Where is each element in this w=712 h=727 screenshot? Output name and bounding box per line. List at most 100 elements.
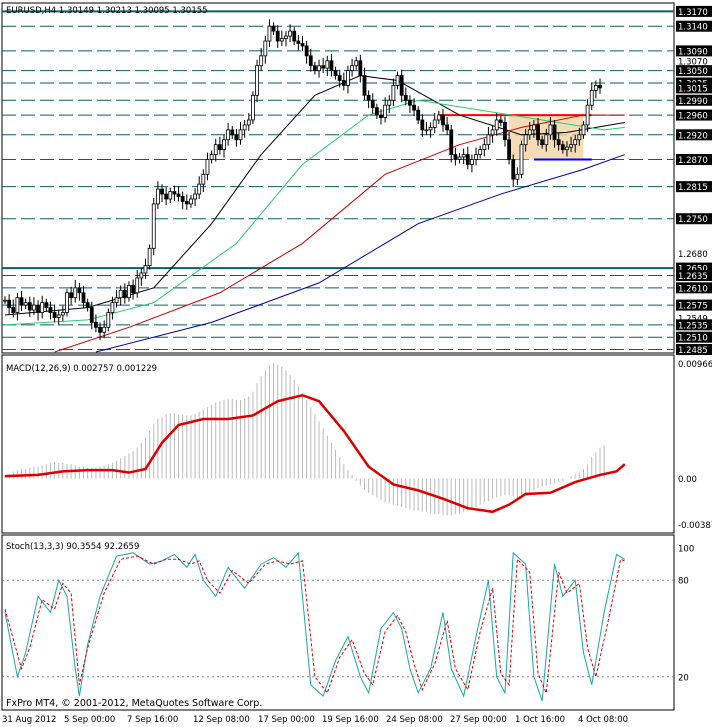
candle-body: [498, 119, 503, 123]
time-axis-label: 1 Oct 16:00: [515, 715, 565, 725]
candle-body: [370, 99, 375, 109]
moving-average-2: [4, 99, 625, 326]
price-label-box: [676, 20, 712, 32]
price-label: 1.2575: [678, 302, 708, 312]
candle-body: [98, 326, 102, 333]
candle-body: [89, 307, 94, 323]
candle-body: [556, 139, 561, 146]
stoch-tick-label: 100: [678, 545, 694, 555]
candle-body: [205, 159, 210, 175]
candle-body: [279, 38, 284, 42]
candle-body: [552, 124, 557, 141]
price-label-box: [676, 45, 712, 57]
time-axis-label: 17 Sep 00:00: [258, 715, 315, 725]
price-tick-label: 1.2680: [678, 250, 708, 260]
candle-body: [168, 191, 173, 200]
candle-body: [127, 284, 131, 299]
price-label: 1.2510: [678, 334, 708, 344]
candle-body: [222, 139, 226, 151]
candle-body: [296, 40, 301, 44]
candle-body: [242, 124, 247, 131]
candle-body: [540, 139, 545, 146]
macd-signal-line: [4, 393, 626, 514]
candle-body: [593, 85, 598, 91]
price-label-box: [676, 213, 712, 225]
candle-body: [424, 129, 429, 132]
candle-body: [114, 297, 119, 304]
candle-body: [271, 25, 276, 32]
candle-body: [36, 304, 40, 313]
candle-body: [560, 144, 565, 151]
candle-body: [416, 109, 421, 121]
price-panel-border: [1, 2, 675, 354]
candle-body: [7, 299, 12, 308]
price-label: 1.3050: [678, 67, 708, 77]
stoch-signal-line: [4, 555, 625, 695]
time-axis-label: 24 Sep 08:00: [386, 715, 443, 725]
candle-body: [362, 75, 367, 96]
price-label-box: [676, 269, 712, 281]
candle-body: [275, 30, 280, 42]
candle-body: [478, 149, 483, 155]
price-label-box: [676, 319, 712, 331]
candle-body: [494, 119, 499, 131]
price-label: 1.2960: [678, 112, 708, 122]
candle-body: [238, 129, 243, 141]
candle-body: [11, 307, 16, 313]
candle-body: [155, 188, 160, 205]
price-label-box: [676, 344, 712, 356]
candle-body: [15, 297, 20, 313]
time-axis-label: 5 Sep 00:00: [64, 715, 115, 725]
candle-body: [366, 94, 371, 101]
price-label-box: [676, 181, 712, 193]
candle-body: [44, 302, 49, 308]
candle-body: [180, 196, 185, 202]
candle-body: [387, 99, 392, 106]
candle-body: [420, 119, 425, 131]
candle-body: [160, 188, 164, 195]
stoch-panel-border: [1, 534, 675, 711]
price-label: 1.2610: [678, 284, 708, 294]
price-label-box: [676, 282, 712, 294]
candle-body: [391, 85, 396, 101]
candle-body: [325, 60, 330, 69]
candle-body: [85, 302, 90, 308]
candle-body: [544, 134, 549, 146]
candle-body: [234, 134, 239, 141]
candle-body: [69, 292, 74, 299]
candle-body: [321, 65, 326, 69]
candle-body: [209, 154, 214, 160]
candle-body: [486, 134, 491, 146]
candle-body: [565, 146, 569, 151]
price-label-box: [676, 153, 712, 165]
moving-average-1: [4, 75, 625, 316]
candle-body: [507, 139, 511, 160]
candle-body: [300, 43, 305, 47]
candle-body: [482, 144, 487, 151]
candle-body: [139, 272, 144, 279]
candle-body: [73, 287, 78, 299]
candle-body: [395, 75, 400, 86]
candle-body: [569, 144, 573, 148]
price-label: 1.3170: [678, 8, 708, 18]
price-label: 1.2535: [678, 321, 708, 331]
candle-body: [445, 124, 450, 131]
candle-body: [122, 289, 127, 299]
price-label-box: [676, 94, 712, 106]
price-tick-label: 1.2549: [678, 314, 708, 324]
copyright-text: FxPro MT4, © 2001-2012, MetaQuotes Softw…: [6, 698, 262, 709]
price-label: 1.2650: [678, 265, 708, 275]
candle-body: [403, 94, 408, 101]
price-label: 1.2750: [678, 215, 708, 225]
candle-body: [77, 287, 82, 294]
candle-body: [217, 144, 222, 151]
candle-body: [333, 70, 338, 76]
candle-body: [19, 297, 24, 306]
candle-body: [383, 104, 388, 118]
price-label: 1.2485: [678, 346, 708, 356]
macd-panel: [4, 363, 626, 516]
candle-body: [151, 203, 156, 249]
price-label-box: [676, 5, 712, 17]
candle-body: [457, 156, 462, 160]
